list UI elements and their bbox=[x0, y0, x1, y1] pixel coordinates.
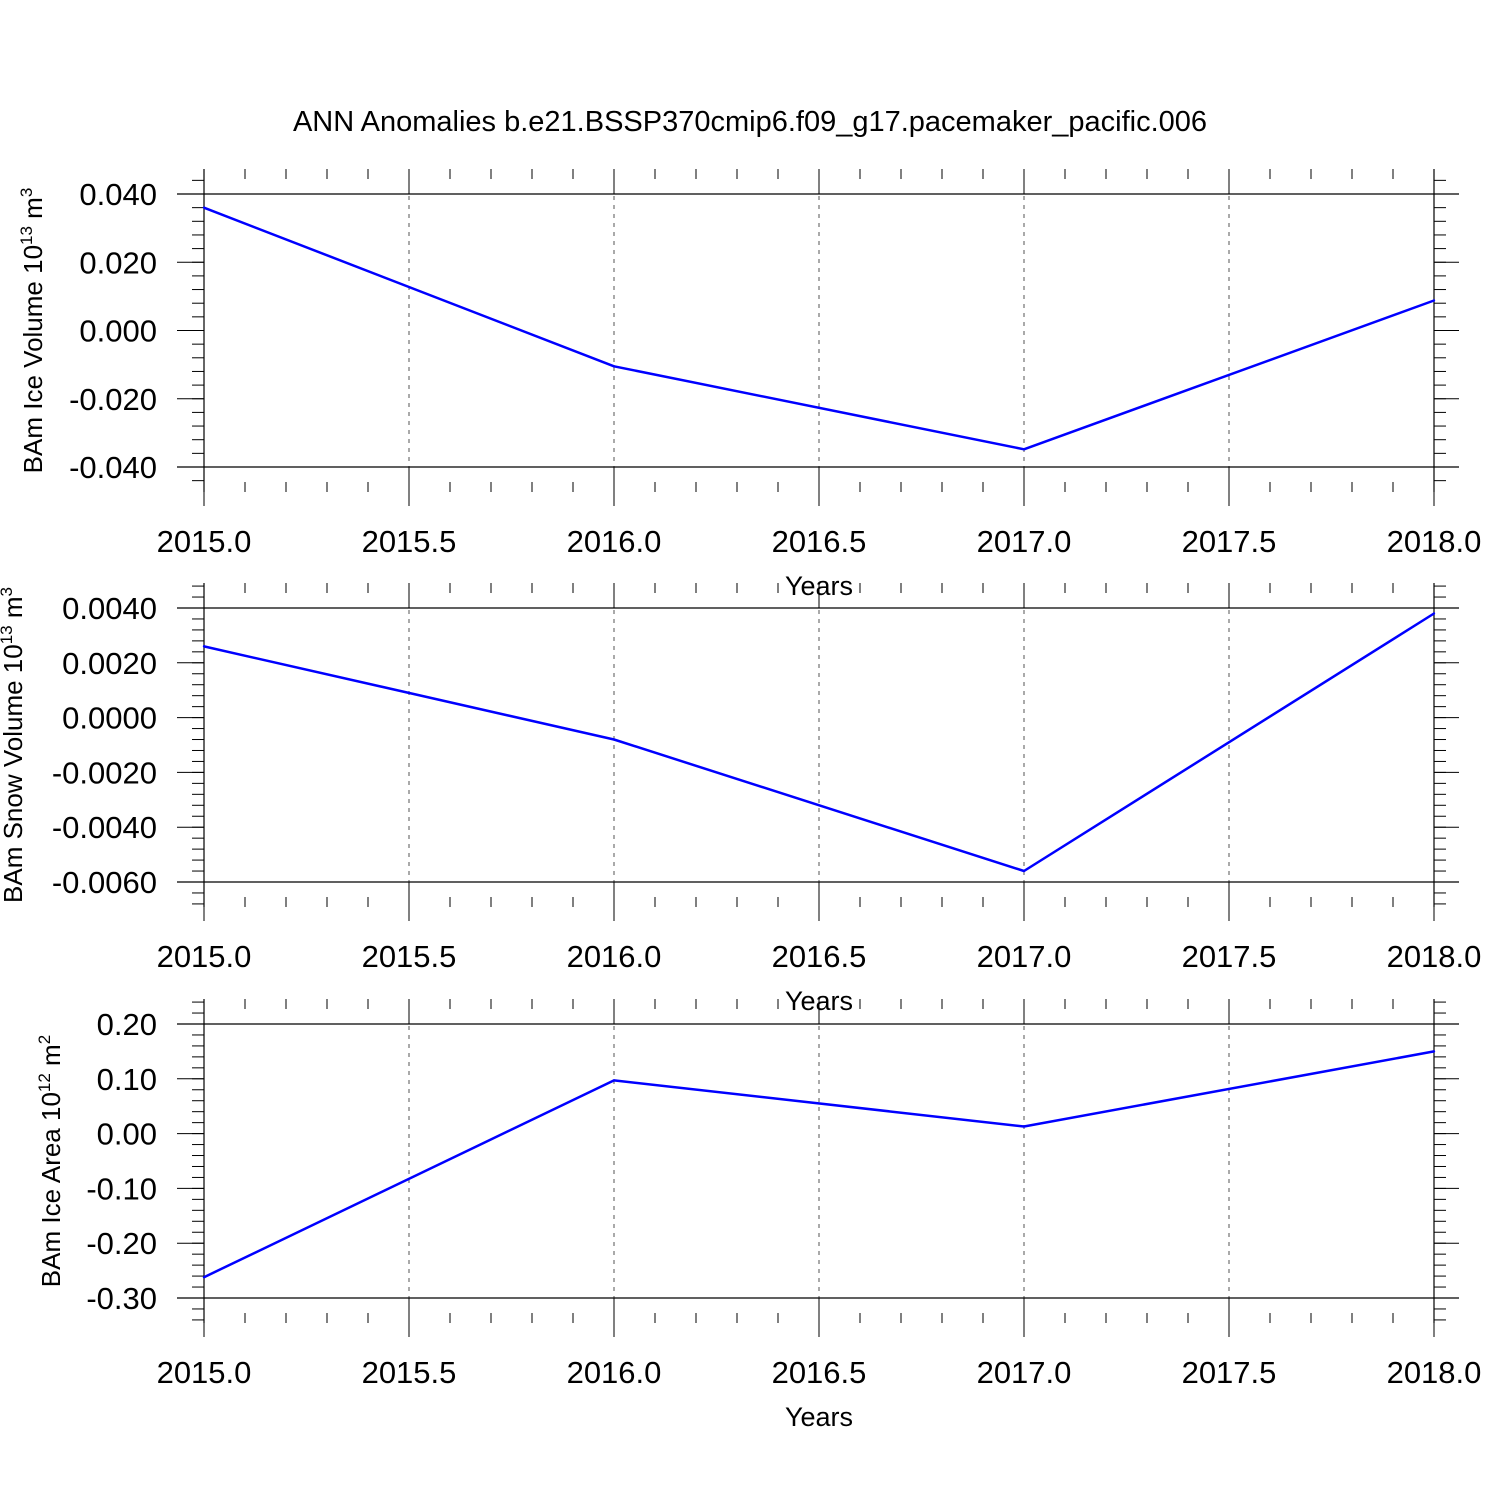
y-tick-label: 0.0020 bbox=[62, 646, 157, 681]
y-axis-label-main: BAm Ice Volume 10 bbox=[18, 245, 48, 473]
y-axis-label-unit: m bbox=[18, 197, 48, 226]
y-tick-label: 0.0000 bbox=[62, 701, 157, 736]
y-tick-label: 0.00 bbox=[97, 1117, 157, 1152]
y-axis-label-unit-exponent: 3 bbox=[0, 587, 16, 596]
x-tick-label: 2017.0 bbox=[977, 1355, 1072, 1390]
y-axis-label-unit: m bbox=[0, 596, 28, 625]
y-tick-label: -0.020 bbox=[69, 382, 157, 417]
y-tick-label: -0.0040 bbox=[52, 810, 157, 845]
y-axis-label: BAm Snow Volume 1013 m3 bbox=[0, 587, 28, 903]
x-tick-label: 2016.0 bbox=[567, 939, 662, 974]
y-axis-label: BAm Ice Volume 1013 m3 bbox=[17, 188, 48, 474]
data-point bbox=[1432, 1050, 1436, 1053]
y-tick-label: -0.040 bbox=[69, 450, 157, 485]
x-tick-label: 2017.5 bbox=[1182, 524, 1277, 559]
y-axis-label-exponent: 12 bbox=[35, 1073, 54, 1092]
x-tick-label: 2015.0 bbox=[157, 1355, 252, 1390]
data-point bbox=[1022, 869, 1026, 873]
y-tick-label: -0.20 bbox=[86, 1226, 157, 1261]
x-tick-label: 2017.0 bbox=[977, 524, 1072, 559]
x-tick-label: 2016.0 bbox=[567, 1355, 662, 1390]
y-tick-label: 0.0040 bbox=[62, 591, 157, 626]
y-tick-label: -0.10 bbox=[86, 1171, 157, 1206]
x-tick-label: 2018.0 bbox=[1387, 939, 1482, 974]
y-tick-label: -0.30 bbox=[86, 1281, 157, 1316]
chart-panel-2: 0.0040 0.0020 0.0000 -0.0020 -0.0040 -0.0060 2… bbox=[0, 583, 1481, 1016]
x-tick-label: 2017.5 bbox=[1182, 1355, 1277, 1390]
x-tick-label: 2018.0 bbox=[1387, 1355, 1482, 1390]
data-point bbox=[1432, 612, 1436, 615]
x-tick-label: 2016.5 bbox=[772, 1355, 867, 1390]
y-axis-label-main: BAm Snow Volume 10 bbox=[0, 644, 28, 903]
y-axis-label-unit-exponent: 3 bbox=[17, 188, 36, 197]
y-tick-label: 0.20 bbox=[97, 1007, 157, 1042]
y-tick-label: -0.0020 bbox=[52, 755, 157, 790]
y-tick-label: 0.020 bbox=[79, 245, 157, 280]
x-tick-label: 2015.5 bbox=[362, 1355, 457, 1390]
data-point bbox=[1022, 1125, 1026, 1128]
data-point bbox=[612, 738, 616, 741]
x-tick-label: 2016.0 bbox=[567, 524, 662, 559]
chart-panel-3: 0.20 0.10 0.00 -0.10 -0.20 -0.30 2015.0 2015.5 2… bbox=[35, 999, 1481, 1432]
chart-panel-1: 0.040 0.020 0.000 -0.020 -0.040 2015.0 2015.5 2… bbox=[17, 169, 1481, 601]
y-axis-label-exponent: 13 bbox=[0, 625, 16, 644]
x-tick-label: 2015.0 bbox=[157, 524, 252, 559]
x-axis-label: Years bbox=[785, 1402, 853, 1432]
x-tick-label: 2017.0 bbox=[977, 939, 1072, 974]
y-tick-label: 0.040 bbox=[79, 177, 157, 212]
y-axis-label-unit-exponent: 2 bbox=[35, 1035, 54, 1044]
data-point bbox=[612, 1079, 616, 1082]
x-tick-label: 2015.5 bbox=[362, 524, 457, 559]
y-axis-label-main: BAm Ice Area 10 bbox=[36, 1092, 66, 1287]
y-axis-label-unit: m bbox=[36, 1044, 66, 1073]
data-point bbox=[202, 645, 206, 648]
data-point bbox=[202, 206, 206, 209]
x-tick-label: 2015.5 bbox=[362, 939, 457, 974]
series-line bbox=[203, 206, 1435, 451]
y-tick-label: 0.000 bbox=[79, 314, 157, 349]
x-tick-label: 2016.5 bbox=[772, 524, 867, 559]
y-tick-label: -0.0060 bbox=[52, 865, 157, 900]
x-tick-label: 2015.0 bbox=[157, 939, 252, 974]
figure-title: ANN Anomalies b.e21.BSSP370cmip6.f09_g17… bbox=[293, 106, 1207, 138]
data-point bbox=[1432, 299, 1436, 302]
y-axis-label-exponent: 13 bbox=[17, 226, 36, 245]
y-tick-label: 0.10 bbox=[97, 1062, 157, 1097]
y-axis-label: BAm Ice Area 1012 m2 bbox=[35, 1035, 66, 1287]
data-point bbox=[1022, 448, 1026, 451]
x-tick-label: 2018.0 bbox=[1387, 524, 1482, 559]
x-tick-label: 2017.5 bbox=[1182, 939, 1277, 974]
x-tick-label: 2016.5 bbox=[772, 939, 867, 974]
data-point bbox=[202, 1275, 206, 1279]
series-line bbox=[203, 612, 1435, 873]
data-point bbox=[612, 365, 616, 368]
series-line bbox=[203, 1050, 1435, 1279]
